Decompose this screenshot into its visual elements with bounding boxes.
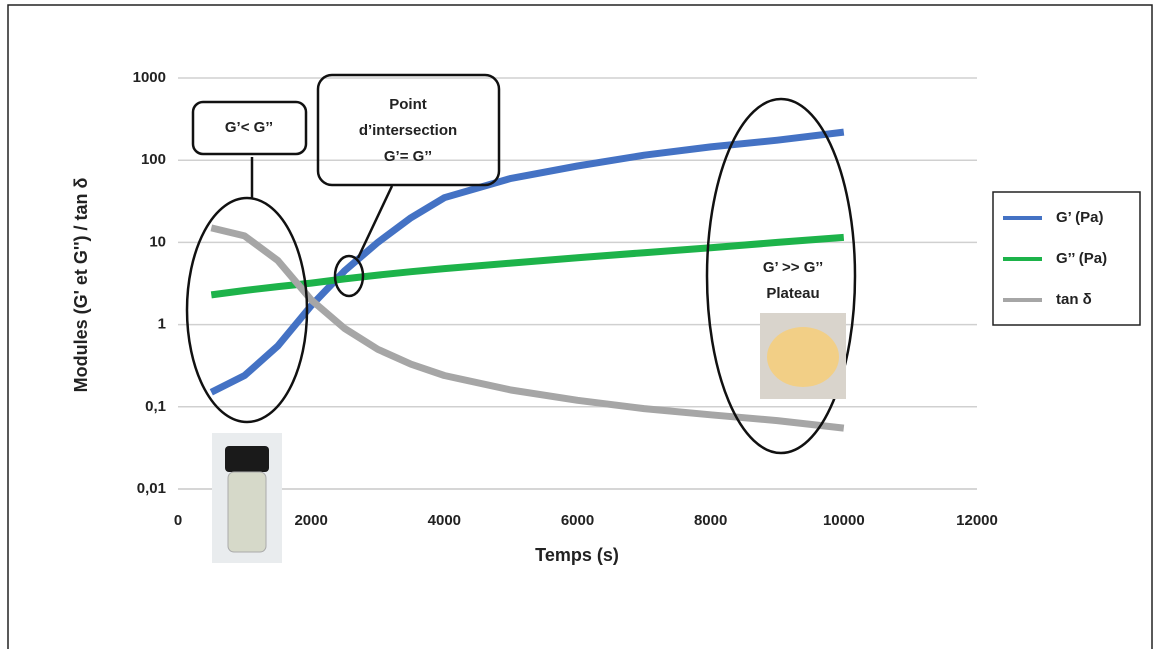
legend-label: G’ (Pa)	[1056, 209, 1104, 226]
legend-label: tan δ	[1056, 291, 1092, 308]
y-tick-label: 1000	[133, 69, 166, 86]
ellipse	[333, 254, 365, 298]
vial-photo	[212, 433, 282, 563]
series-line	[209, 128, 845, 396]
x-tick-label: 12000	[956, 512, 998, 529]
x-tick-label: 6000	[561, 512, 594, 529]
plot	[178, 77, 977, 490]
x-tick-label: 8000	[694, 512, 727, 529]
y-tick-label: 10	[149, 233, 166, 250]
y-tick-label: 100	[141, 151, 166, 168]
x-tick-label: 10000	[823, 512, 865, 529]
callout-box	[316, 73, 501, 187]
series-line	[210, 224, 845, 432]
y-tick-label: 1	[158, 316, 166, 333]
series-line	[210, 233, 845, 299]
y-axis-label: Modules (G' et G'') / tan δ	[71, 178, 91, 393]
connector	[356, 185, 394, 259]
gel-photo	[760, 313, 846, 399]
annotation: G’< G’’	[225, 119, 273, 136]
annotations	[185, 73, 857, 455]
callout-box	[191, 100, 308, 156]
vial-cap	[225, 446, 269, 472]
frame	[7, 4, 1153, 654]
legend-label: G’’ (Pa)	[1056, 250, 1107, 267]
x-axis-label: Temps (s)	[535, 545, 619, 565]
annotation: d’intersection	[359, 122, 457, 139]
annotation: G’ >> G’’	[763, 259, 823, 276]
annotation: Plateau	[766, 285, 819, 302]
annotation: Point	[389, 96, 427, 113]
annotation: G’= G’’	[384, 148, 432, 165]
x-tick-label: 4000	[428, 512, 461, 529]
ellipse	[185, 196, 309, 424]
legend: G’ (Pa) G’’ (Pa) tan δ	[1003, 209, 1107, 308]
vial-body	[227, 471, 267, 553]
ellipse	[705, 97, 857, 455]
y-tick-label: 0,1	[145, 398, 166, 415]
x-tick-label: 0	[174, 512, 182, 529]
y-tick-label: 0,01	[137, 480, 166, 497]
gel	[767, 327, 839, 387]
x-tick-label: 2000	[294, 512, 327, 529]
